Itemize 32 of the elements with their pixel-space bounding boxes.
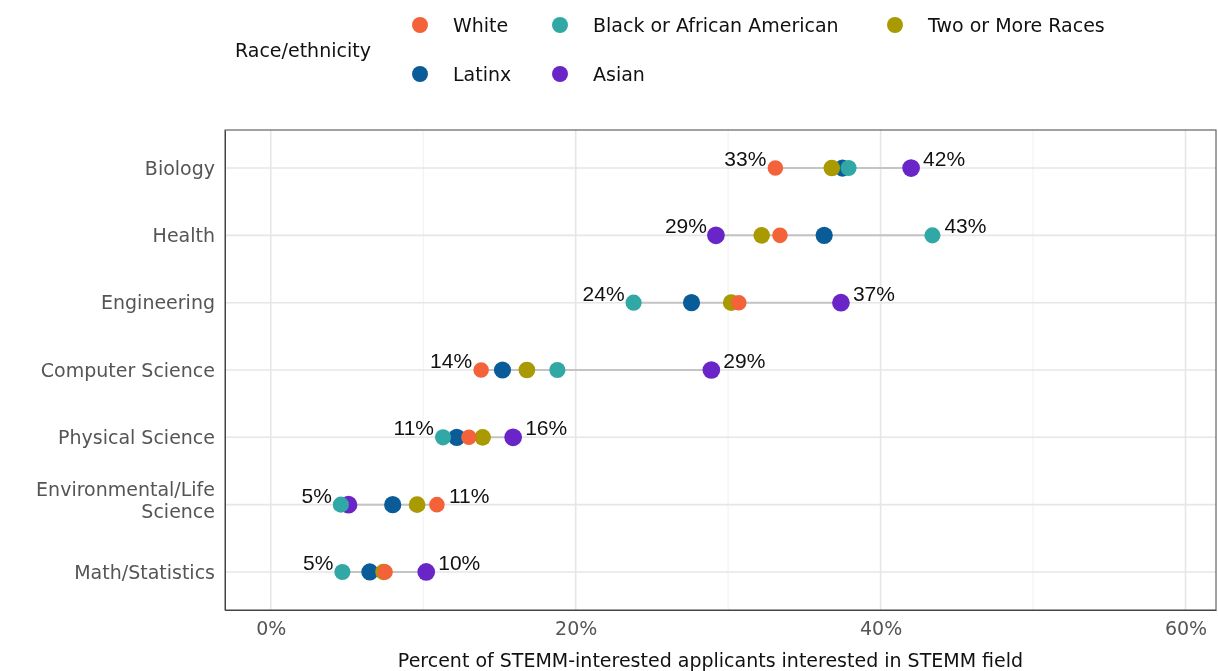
x-tick-label: 40% xyxy=(859,617,903,640)
legend-label: White xyxy=(453,14,509,36)
data-label: 5% xyxy=(303,550,334,574)
data-label: 10% xyxy=(438,550,481,574)
y-tick-label: Health xyxy=(152,223,215,246)
legend-label: Two or More Races xyxy=(927,14,1105,36)
data-label: 11% xyxy=(448,483,490,507)
legend-label: Asian xyxy=(593,63,645,85)
data-label: 5% xyxy=(301,483,332,507)
y-tick-label: Computer Science xyxy=(40,358,215,381)
y-tick-label: Math/Statistics xyxy=(74,560,215,583)
x-tick-label: 0% xyxy=(256,617,287,640)
data-label: 33% xyxy=(724,147,767,171)
legend-label: Black or African American xyxy=(593,14,839,36)
data-label: 42% xyxy=(923,147,966,171)
data-label: 37% xyxy=(852,281,895,305)
data-label: 16% xyxy=(525,416,568,440)
data-label: 14% xyxy=(430,349,473,372)
legend-label: Latinx xyxy=(453,63,512,85)
legend-title: Race/ethnicity xyxy=(235,39,371,61)
data-label: 43% xyxy=(944,214,987,238)
x-tick-label: 60% xyxy=(1164,617,1208,640)
y-tick-label: Engineering xyxy=(101,291,215,314)
data-label: 29% xyxy=(723,349,766,372)
data-label: 11% xyxy=(393,416,435,440)
y-tick-label: Biology xyxy=(144,156,215,179)
data-label: 29% xyxy=(664,214,707,238)
y-tick-label: Environmental/Life Science xyxy=(36,477,215,523)
x-tick-label: 20% xyxy=(555,617,598,640)
x-axis-title: Percent of STEMM-interested applicants interested in STEMM field xyxy=(397,649,1024,671)
y-tick-label: Physical Science xyxy=(58,425,215,448)
data-label: 24% xyxy=(582,281,625,305)
